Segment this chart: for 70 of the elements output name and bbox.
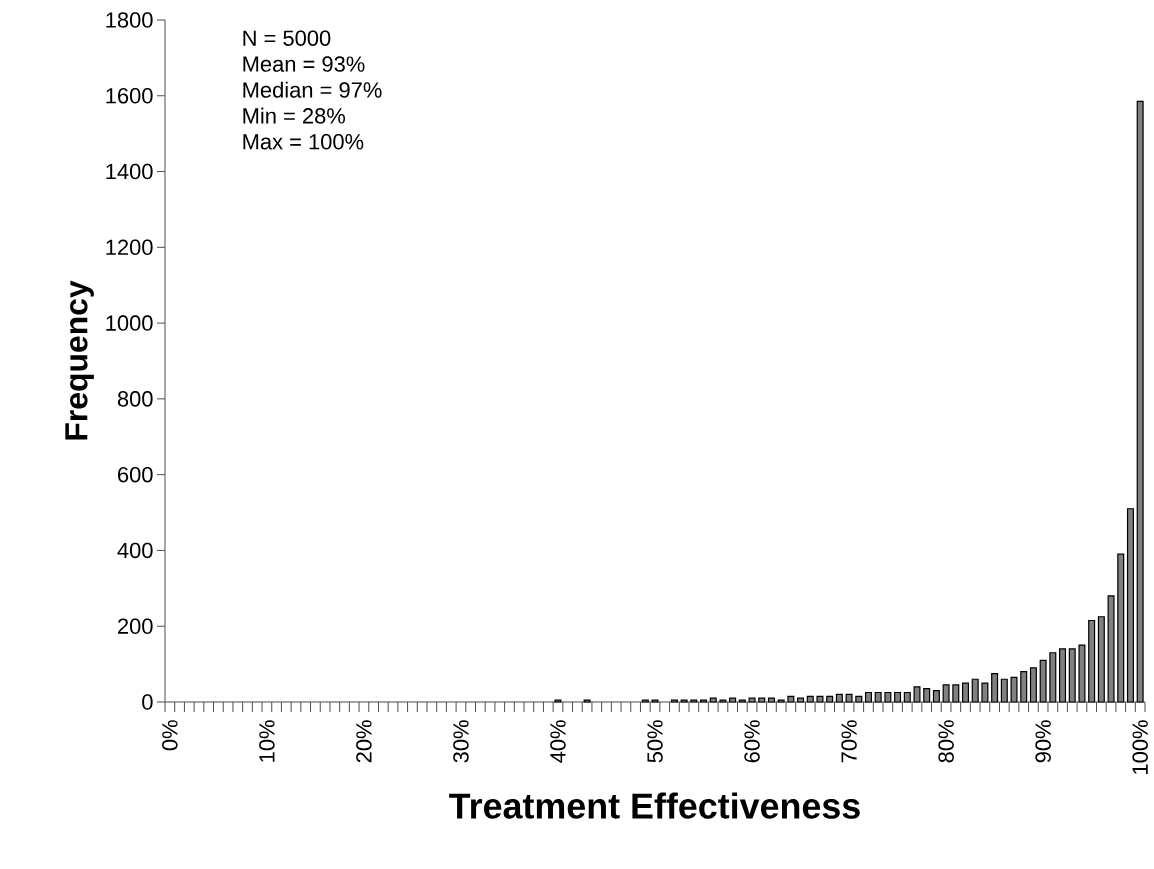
bar (1078, 644, 1086, 703)
x-tick-label: 30% (453, 720, 469, 763)
annotation: Median = 97% (243, 81, 382, 98)
y-axis-title: Frequency (65, 280, 94, 440)
bar (894, 691, 902, 703)
bar (952, 684, 960, 703)
y-tick-label: 800 (117, 391, 153, 407)
bar (806, 695, 814, 703)
y-tick-label: 1000 (106, 315, 153, 331)
x-tick-label: 80% (938, 720, 954, 763)
y-tick-label: 1600 (106, 87, 153, 104)
bar (758, 697, 766, 703)
y-tick-label: 600 (118, 466, 153, 483)
bar (981, 682, 989, 703)
bar (1088, 619, 1096, 703)
bar (1136, 100, 1144, 703)
annotation: Min = 28% (243, 107, 345, 124)
x-tick-label: 100% (1132, 720, 1148, 774)
bar (971, 678, 979, 703)
x-tick-label: 20% (356, 720, 372, 763)
bar (874, 691, 882, 703)
bar (1000, 678, 1008, 703)
y-tick-label: 400 (117, 542, 153, 559)
bar (797, 697, 805, 703)
bar (845, 693, 853, 703)
bar (767, 697, 775, 703)
bar (816, 695, 824, 703)
y-tick-label: 200 (118, 618, 153, 634)
bar (1029, 667, 1037, 703)
bar (787, 695, 795, 703)
bar (962, 682, 970, 703)
bar (1049, 652, 1057, 703)
annotation: Mean = 93% (243, 56, 365, 72)
x-tick-label: 0% (162, 720, 178, 751)
bar (826, 695, 834, 703)
x-axis-title: Treatment Effectiveness (449, 792, 860, 819)
bar (991, 672, 999, 703)
x-tick-label: 90% (1035, 720, 1051, 763)
annotation: N = 5000 (243, 30, 331, 46)
bar (855, 695, 863, 703)
bar (1059, 648, 1067, 703)
x-tick-label: 50% (647, 720, 663, 763)
bar (1117, 553, 1125, 703)
y-tick-label: 0 (142, 694, 153, 710)
bar (1097, 616, 1105, 703)
x-tick-label: 40% (550, 720, 566, 763)
y-tick-label: 1200 (106, 239, 153, 256)
x-tick-label: 70% (841, 720, 857, 763)
bar (864, 691, 872, 703)
bar (1010, 676, 1018, 703)
bar (835, 693, 843, 703)
bar (913, 686, 921, 703)
annotation: Max = 100% (243, 134, 364, 150)
bar (729, 697, 737, 703)
bar (1107, 595, 1115, 703)
bar (884, 691, 892, 703)
x-tick-label: 10% (259, 720, 275, 762)
y-tick-label: 1400 (106, 163, 153, 180)
x-tick-label: 60% (744, 720, 760, 763)
bar (903, 691, 911, 703)
y-tick-label: 1800 (106, 12, 153, 28)
bar (748, 697, 756, 703)
bar (923, 688, 931, 703)
bar (1020, 671, 1028, 703)
bar (1039, 659, 1047, 703)
bar (1126, 508, 1134, 703)
bar (709, 697, 717, 703)
bar (932, 690, 940, 703)
bar (1068, 648, 1076, 703)
bar (942, 684, 950, 703)
